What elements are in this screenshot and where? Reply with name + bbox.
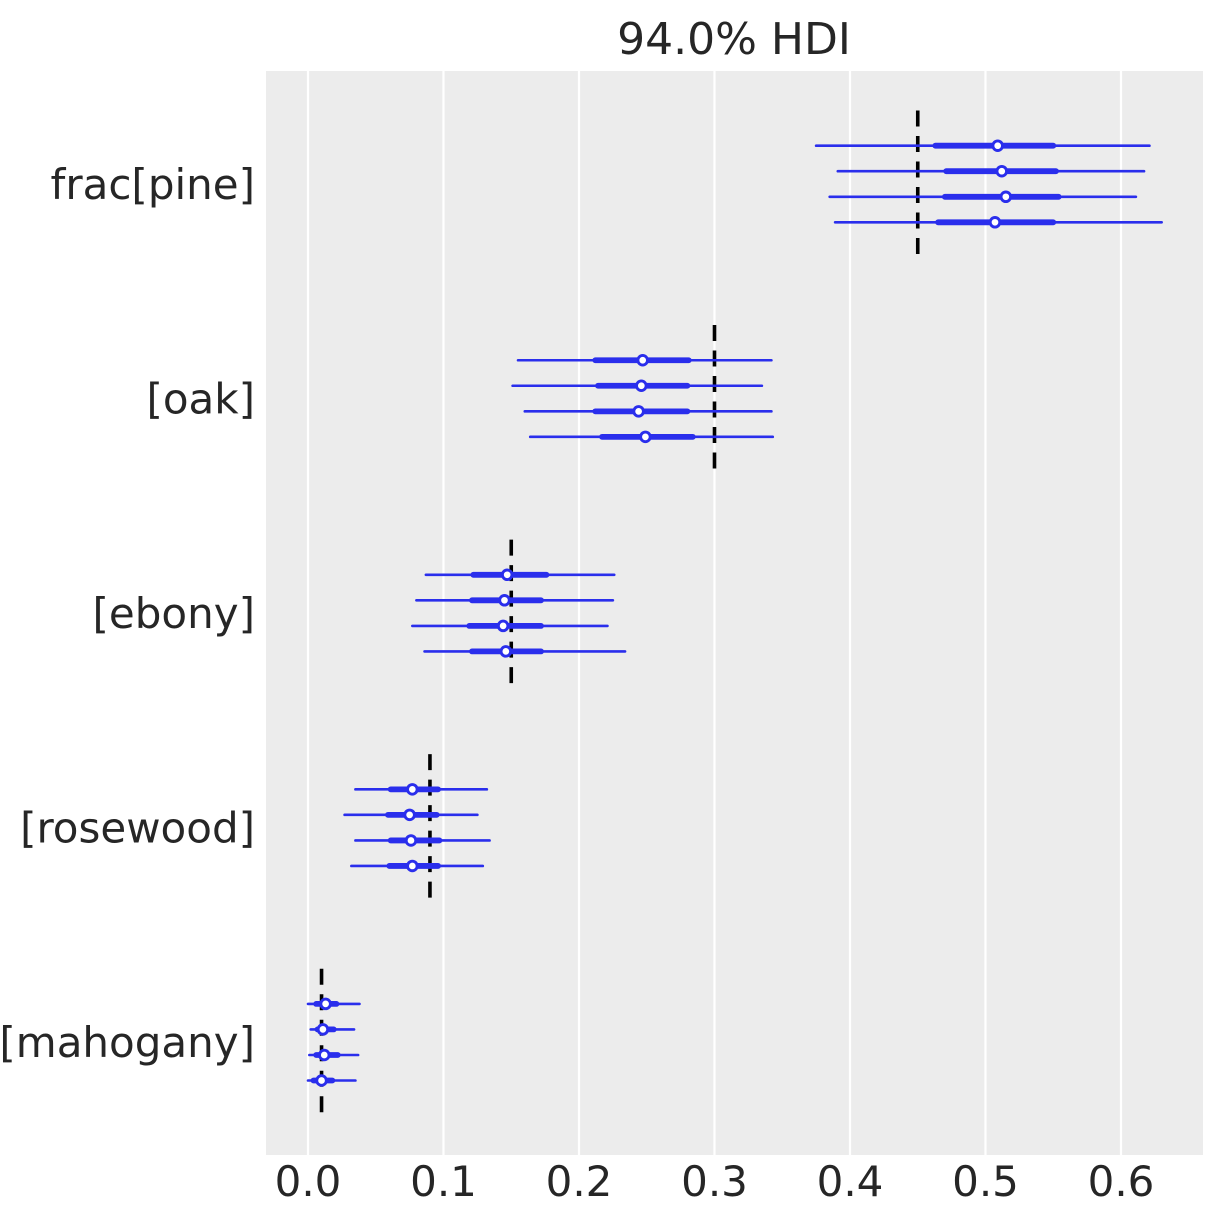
y-tick-label: frac[pine] — [51, 160, 255, 209]
median-marker — [991, 139, 1004, 152]
median-marker — [315, 1074, 328, 1087]
x-tick-label: 0.5 — [952, 1157, 1019, 1206]
y-tick-label: [oak] — [146, 375, 255, 424]
y-tick-label: [rosewood] — [20, 804, 255, 853]
plot-area — [266, 71, 1203, 1155]
median-marker — [319, 997, 332, 1011]
median-marker — [988, 216, 1002, 229]
median-marker — [639, 430, 652, 444]
gridline-layer — [306, 71, 1123, 1155]
x-tick-label: 0.3 — [681, 1157, 748, 1206]
y-tick-label: [ebony] — [93, 589, 255, 638]
median-marker — [496, 619, 510, 633]
median-marker — [403, 808, 416, 822]
y-tick-label: [mahogany] — [0, 1018, 255, 1067]
median-marker — [406, 783, 419, 796]
median-marker — [499, 645, 513, 658]
median-marker — [999, 190, 1013, 204]
median-marker — [316, 1023, 330, 1036]
median-marker — [404, 834, 418, 847]
median-marker — [995, 164, 1009, 178]
axis-layer: 0.0 0.1 0.2 0.3 0.4 0.5 0.6 frac[pine] [oak] [ebo… — [0, 160, 1154, 1206]
chart-title: 94.0% HDI — [617, 14, 851, 65]
median-marker — [635, 379, 648, 393]
x-tick-label: 0.0 — [275, 1157, 342, 1206]
median-marker — [498, 594, 511, 607]
chart-layer — [306, 110, 1163, 1116]
median-marker — [636, 354, 649, 367]
median-marker — [318, 1048, 331, 1062]
median-marker — [406, 859, 419, 873]
x-tick-label: 0.1 — [410, 1157, 477, 1206]
x-tick-label: 0.6 — [1088, 1157, 1155, 1206]
x-tick-label: 0.4 — [817, 1157, 884, 1206]
median-marker — [632, 405, 645, 418]
median-marker — [500, 568, 514, 582]
x-tick-label: 0.2 — [546, 1157, 613, 1206]
